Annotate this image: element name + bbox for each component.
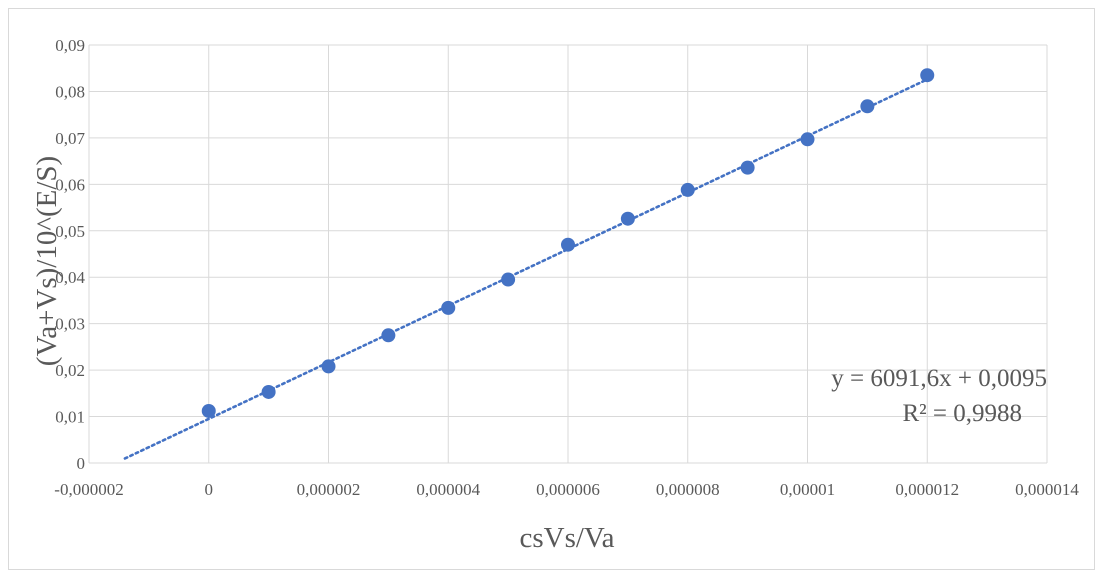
trendline-layer [123, 78, 929, 460]
x-tick-label: 0,000002 [297, 480, 361, 499]
data-point [620, 211, 635, 226]
data-points [201, 68, 935, 418]
data-point [800, 132, 815, 147]
x-tick-label: 0,000004 [416, 480, 480, 499]
x-tick-label: 0,000014 [1015, 480, 1079, 499]
data-point [201, 403, 216, 418]
x-tick-label: 0 [205, 480, 214, 499]
y-tick-label: 0 [77, 454, 86, 473]
linear-trendline [123, 78, 929, 460]
x-tick-label: 0,00001 [780, 480, 835, 499]
chart-frame: -0,000002 0 0,000002 0,000004 0,000006 0,0000… [8, 8, 1095, 570]
data-point [501, 272, 516, 287]
data-point [321, 359, 336, 374]
y-tick-label: 0,05 [55, 222, 85, 241]
y-tick-label: 0,07 [55, 129, 85, 148]
data-point [740, 160, 755, 175]
y-axis-title: (Va+Vs)/10^(E/S) [31, 156, 63, 366]
trendline-r-squared: R² = 0,9988 [902, 400, 1022, 427]
y-tick-label: 0,03 [55, 315, 85, 334]
data-point [561, 237, 575, 252]
y-tick-label: 0,08 [55, 82, 85, 101]
data-point [261, 384, 276, 399]
data-point [441, 300, 456, 315]
x-tick-label: 0,000008 [656, 480, 720, 499]
gridlines [88, 44, 1048, 464]
data-point [680, 182, 695, 197]
y-tick-label: 0,06 [55, 175, 85, 194]
x-tick-label: 0,000006 [536, 480, 600, 499]
data-point [920, 68, 935, 83]
data-point [381, 328, 396, 343]
y-tick-label: 0,04 [55, 268, 85, 287]
data-point [860, 99, 875, 114]
y-tick-label: 0,02 [55, 361, 85, 380]
y-tick-label: 0,01 [55, 408, 85, 427]
x-tick-labels: -0,000002 0 0,000002 0,000004 0,000006 0,0000… [54, 480, 1079, 499]
x-axis-title: csVs/Va [519, 522, 614, 554]
trendline-equation: y = 6091,6x + 0,0095 [831, 365, 1047, 392]
scatter-chart: -0,000002 0 0,000002 0,000004 0,000006 0,0000… [31, 36, 1079, 554]
x-tick-label: -0,000002 [54, 480, 123, 499]
x-tick-label: 0,000012 [895, 480, 959, 499]
y-tick-labels: 0 0,01 0,02 0,03 0,04 0,05 0,06 0,07 0,08 0,09 [55, 36, 85, 473]
y-tick-label: 0,09 [55, 36, 85, 55]
